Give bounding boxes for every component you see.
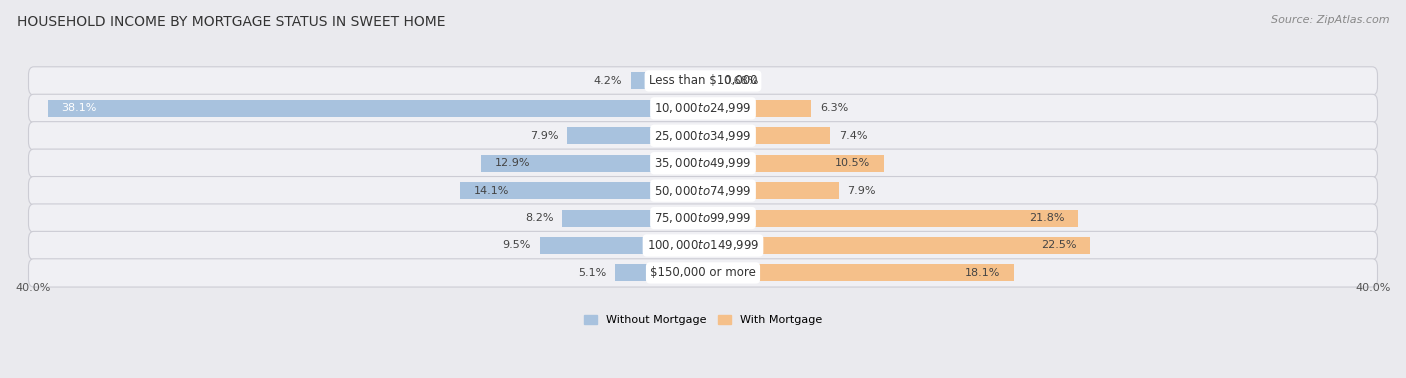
Text: $100,000 to $149,999: $100,000 to $149,999 <box>647 239 759 253</box>
Bar <box>703 182 839 199</box>
Text: $25,000 to $34,999: $25,000 to $34,999 <box>654 129 752 143</box>
Text: 10.5%: 10.5% <box>835 158 870 168</box>
Text: 14.1%: 14.1% <box>474 186 509 196</box>
Bar <box>703 265 1014 281</box>
Bar <box>703 127 831 144</box>
Text: 0.68%: 0.68% <box>723 76 759 86</box>
Bar <box>631 73 703 90</box>
Bar <box>703 100 811 117</box>
FancyBboxPatch shape <box>28 259 1378 287</box>
Text: 12.9%: 12.9% <box>495 158 530 168</box>
Text: $150,000 or more: $150,000 or more <box>650 266 756 279</box>
Text: 9.5%: 9.5% <box>502 240 531 251</box>
FancyBboxPatch shape <box>28 204 1378 232</box>
Text: 40.0%: 40.0% <box>1355 283 1391 293</box>
Text: 6.3%: 6.3% <box>820 103 848 113</box>
Bar <box>616 265 703 281</box>
Bar <box>461 182 703 199</box>
FancyBboxPatch shape <box>28 231 1378 260</box>
Text: 38.1%: 38.1% <box>62 103 97 113</box>
Text: 7.4%: 7.4% <box>839 131 868 141</box>
Text: 40.0%: 40.0% <box>15 283 51 293</box>
Text: $75,000 to $99,999: $75,000 to $99,999 <box>654 211 752 225</box>
Text: 4.2%: 4.2% <box>593 76 623 86</box>
Text: 18.1%: 18.1% <box>965 268 1001 278</box>
FancyBboxPatch shape <box>28 149 1378 177</box>
Text: Less than $10,000: Less than $10,000 <box>648 74 758 87</box>
Bar <box>540 237 703 254</box>
Legend: Without Mortgage, With Mortgage: Without Mortgage, With Mortgage <box>579 311 827 330</box>
Text: Source: ZipAtlas.com: Source: ZipAtlas.com <box>1271 15 1389 25</box>
Text: 5.1%: 5.1% <box>578 268 606 278</box>
Text: 22.5%: 22.5% <box>1040 240 1076 251</box>
Bar <box>562 209 703 226</box>
FancyBboxPatch shape <box>28 177 1378 205</box>
Text: 7.9%: 7.9% <box>530 131 558 141</box>
Text: 7.9%: 7.9% <box>848 186 876 196</box>
Bar <box>567 127 703 144</box>
Bar <box>703 155 883 172</box>
Bar <box>703 237 1090 254</box>
Text: HOUSEHOLD INCOME BY MORTGAGE STATUS IN SWEET HOME: HOUSEHOLD INCOME BY MORTGAGE STATUS IN S… <box>17 15 446 29</box>
FancyBboxPatch shape <box>28 122 1378 150</box>
Text: $50,000 to $74,999: $50,000 to $74,999 <box>654 184 752 198</box>
Bar <box>703 209 1078 226</box>
Text: $10,000 to $24,999: $10,000 to $24,999 <box>654 101 752 115</box>
Bar <box>48 100 703 117</box>
Text: 21.8%: 21.8% <box>1029 213 1064 223</box>
Bar <box>481 155 703 172</box>
Text: 8.2%: 8.2% <box>524 213 554 223</box>
FancyBboxPatch shape <box>28 94 1378 122</box>
Text: $35,000 to $49,999: $35,000 to $49,999 <box>654 156 752 170</box>
Bar <box>703 73 714 90</box>
FancyBboxPatch shape <box>28 67 1378 95</box>
